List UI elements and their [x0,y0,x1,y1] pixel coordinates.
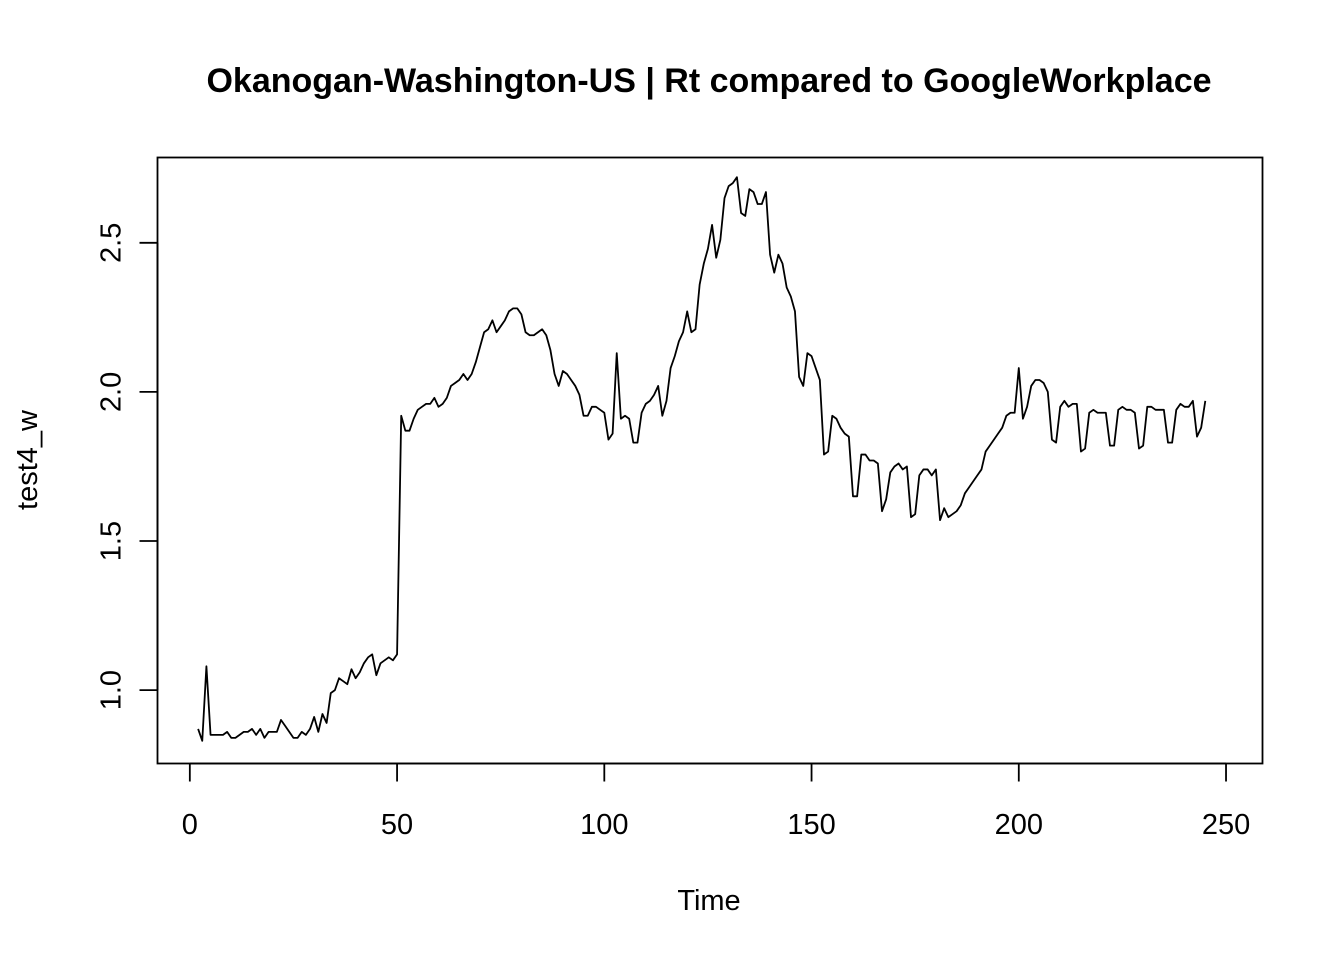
x-axis: 0 50 100 150 200 250 [182,762,1250,841]
x-tick-label: 250 [1202,809,1250,841]
y-tick-label: 2.0 [96,372,128,412]
y-tick-label: 1.5 [96,521,128,561]
y-axis-label: test4_w [12,409,44,510]
series-line [197,176,1207,742]
y-axis: 1.0 1.5 2.0 2.5 [96,223,159,710]
plot-frame [156,156,1264,765]
y-tick-label: 2.5 [96,223,128,263]
x-tick-label: 50 [381,809,413,841]
x-axis-label: Time [677,885,740,917]
x-tick-label: 150 [787,809,835,841]
y-tick-label: 1.0 [96,670,128,710]
x-tick-label: 200 [995,809,1043,841]
chart-title: Okanogan-Washington-US | Rt compared to … [206,62,1211,100]
x-tick-label: 0 [182,809,198,841]
x-tick-label: 100 [580,809,628,841]
